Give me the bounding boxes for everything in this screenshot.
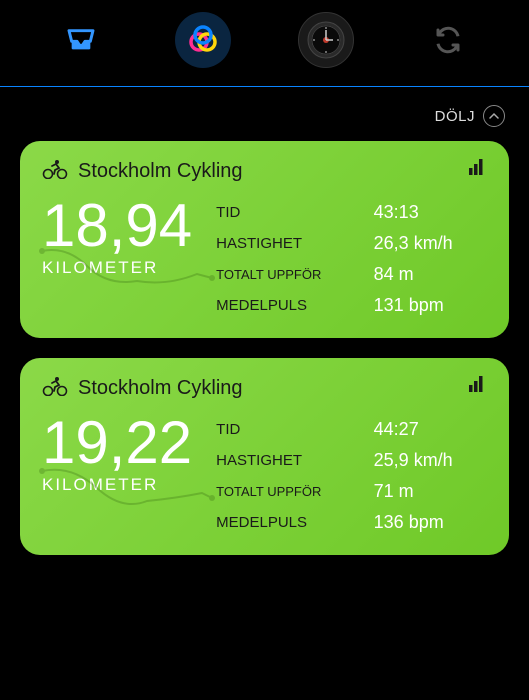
activity-tab[interactable] [173, 10, 233, 70]
sync-tab[interactable] [418, 10, 478, 70]
speed-label: HASTIGHET [216, 235, 356, 252]
activity-title: Stockholm Cykling [78, 377, 243, 400]
speed-value: 26,3 km/h [374, 233, 487, 254]
device-tab[interactable] [296, 10, 356, 70]
hr-label: MEDELPULS [216, 297, 356, 314]
chevron-up-icon [483, 105, 505, 127]
cycling-icon [42, 159, 68, 184]
chart-icon[interactable] [469, 159, 487, 180]
activity-list: Stockholm Cykling 18,94 KILOMETER [0, 141, 529, 555]
speed-value: 25,9 km/h [374, 450, 487, 471]
time-value: 44:27 [374, 419, 487, 440]
hr-value: 136 bpm [374, 512, 487, 533]
cycling-icon [42, 376, 68, 401]
inbox-tab[interactable] [51, 10, 111, 70]
speed-label: HASTIGHET [216, 452, 356, 469]
time-label: TID [216, 204, 356, 221]
time-value: 43:13 [374, 202, 487, 223]
sparkline-icon [37, 226, 217, 306]
top-nav [0, 0, 529, 87]
activity-title: Stockholm Cykling [78, 160, 243, 183]
sync-icon [433, 25, 463, 55]
time-label: TID [216, 421, 356, 438]
hr-label: MEDELPULS [216, 514, 356, 531]
hr-value: 131 bpm [374, 295, 487, 316]
hide-label: DÖLJ [435, 108, 475, 125]
distance-metric: 18,94 KILOMETER [42, 196, 192, 278]
inbox-icon [65, 24, 97, 56]
chart-icon[interactable] [469, 376, 487, 397]
elev-value: 71 m [374, 481, 487, 502]
elev-label: TOTALT UPPFÖR [216, 267, 356, 282]
sparkline-icon [37, 443, 217, 523]
elev-label: TOTALT UPPFÖR [216, 484, 356, 499]
hide-toggle[interactable]: DÖLJ [0, 87, 529, 141]
watch-icon [298, 12, 354, 68]
elev-value: 84 m [374, 264, 487, 285]
activity-rings-icon [175, 12, 231, 68]
activity-card[interactable]: Stockholm Cykling 18,94 KILOMETER [20, 141, 509, 338]
activity-card[interactable]: Stockholm Cykling 19,22 KILOMETER [20, 358, 509, 555]
distance-metric: 19,22 KILOMETER [42, 413, 192, 495]
